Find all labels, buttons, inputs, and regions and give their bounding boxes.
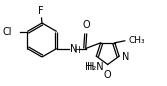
Text: O: O — [83, 20, 91, 29]
Text: F: F — [38, 6, 44, 16]
Text: H₂N: H₂N — [85, 62, 104, 72]
Text: Cl: Cl — [3, 26, 12, 36]
Text: N: N — [122, 52, 130, 62]
Text: O: O — [104, 69, 112, 79]
Text: CH₃: CH₃ — [129, 36, 145, 45]
Text: H: H — [74, 45, 80, 55]
Text: H: H — [87, 62, 94, 72]
Text: N: N — [70, 44, 77, 53]
